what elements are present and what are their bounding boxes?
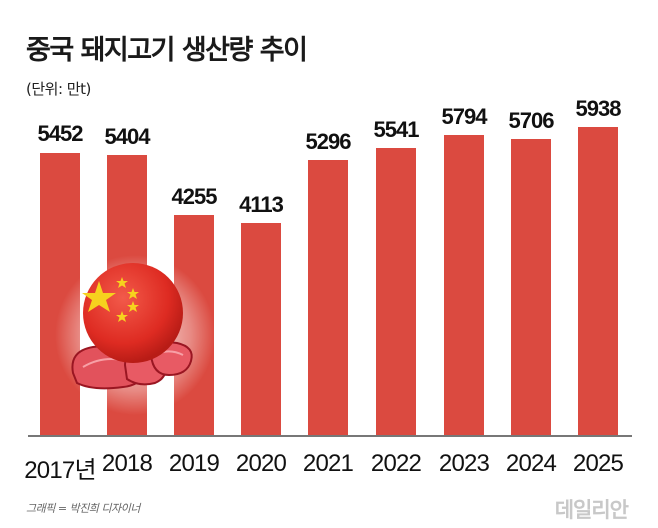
value-label: 4255 xyxy=(171,184,218,209)
bar-2021 xyxy=(308,160,348,435)
publisher-logo: 데일리안 xyxy=(554,498,629,522)
bar-2024 xyxy=(511,139,551,435)
x-tick-label: 2019 xyxy=(168,450,220,477)
china-flag-ball-icon xyxy=(82,263,183,363)
value-label: 5938 xyxy=(575,96,622,121)
x-tick-label: 2021 xyxy=(302,450,354,477)
x-tick-label: 2022 xyxy=(370,450,422,477)
bar-2025 xyxy=(578,127,618,435)
x-tick-label: 2024 xyxy=(505,450,557,477)
unit-label: (단위: 만t) xyxy=(26,80,91,98)
bar-2020 xyxy=(241,223,281,435)
x-tick-label: 2020 xyxy=(235,450,287,477)
x-tick-label: 2025 xyxy=(572,450,624,477)
x-tick-label: 2018 xyxy=(101,450,153,477)
bar-2023 xyxy=(444,135,484,435)
value-label: 5706 xyxy=(508,108,555,133)
x-tick-label: 2023 xyxy=(438,450,490,477)
china-flag-pork-illustration xyxy=(55,255,215,415)
value-label: 5794 xyxy=(441,104,488,129)
bar-2022 xyxy=(376,148,416,435)
chart-title: 중국 돼지고기 생산량 추이 xyxy=(26,35,308,66)
value-label: 5541 xyxy=(373,117,420,142)
x-axis-line xyxy=(28,435,632,437)
graphic-credit: 그래픽 = 박진희 디자이너 xyxy=(26,502,140,515)
value-label: 4113 xyxy=(239,192,284,217)
value-label: 5404 xyxy=(104,124,151,149)
x-tick-label: 2017년 xyxy=(24,457,96,484)
value-label: 5452 xyxy=(37,121,84,146)
value-label: 5296 xyxy=(305,129,352,154)
